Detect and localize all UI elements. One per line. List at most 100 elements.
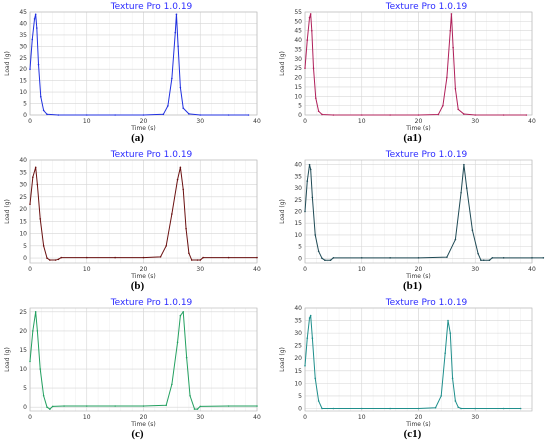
y-tick-label: 20 xyxy=(294,355,302,362)
y-tick-label: 0 xyxy=(23,112,27,119)
x-tick-label: 10 xyxy=(358,118,366,125)
data-point xyxy=(182,188,185,191)
y-tick-label: 15 xyxy=(294,220,302,227)
y-tick-label: 25 xyxy=(294,197,302,204)
data-point xyxy=(317,110,320,113)
x-tick-label: 30 xyxy=(196,118,204,125)
data-point xyxy=(182,311,185,313)
data-point xyxy=(85,256,88,259)
data-point xyxy=(314,377,317,380)
data-point xyxy=(199,114,202,116)
data-point xyxy=(449,29,452,32)
y-tick-label: 5 xyxy=(23,385,27,392)
series-points xyxy=(29,13,250,116)
data-point xyxy=(434,406,437,409)
data-point xyxy=(360,407,363,410)
data-point xyxy=(114,114,116,116)
data-point xyxy=(167,105,169,107)
y-tick-label: 10 xyxy=(19,89,27,96)
data-point xyxy=(171,77,173,80)
data-point xyxy=(491,257,494,259)
data-point xyxy=(542,257,545,259)
y-axis-label: Load (g) xyxy=(279,199,286,224)
data-point xyxy=(162,113,165,116)
plot-frame xyxy=(29,159,258,264)
data-point xyxy=(29,203,31,205)
data-point xyxy=(57,114,60,116)
data-point xyxy=(165,404,167,407)
data-point xyxy=(389,407,391,410)
y-tick-label: 35 xyxy=(294,173,302,180)
y-axis-label: Load (g) xyxy=(4,51,11,76)
data-point xyxy=(446,76,448,79)
data-point xyxy=(32,330,34,332)
data-point xyxy=(312,67,315,69)
caption-a1: (a1) xyxy=(403,132,422,144)
y-axis-label: Load (g) xyxy=(279,51,286,76)
panel-b: Texture Pro 1.0.19 0 10 20 30 40 0 5 10 15 20 25 30 3… xyxy=(0,148,275,296)
data-point xyxy=(480,259,482,261)
series-line xyxy=(304,164,544,261)
y-tick-label: 15 xyxy=(294,84,302,91)
x-tick-label: 0 xyxy=(303,118,307,125)
y-tick-label: 20 xyxy=(19,328,27,335)
data-point xyxy=(463,113,465,115)
y-tick-label: 0 xyxy=(298,255,302,262)
y-tick-label: 30 xyxy=(294,56,302,63)
data-point xyxy=(171,213,173,215)
x-axis-label: Time (s) xyxy=(405,125,430,132)
data-point xyxy=(199,259,202,261)
data-point xyxy=(457,108,460,111)
x-tick-label: 0 xyxy=(28,414,32,421)
plot-frame xyxy=(304,307,533,412)
data-point xyxy=(477,252,479,255)
y-tick-label: 40 xyxy=(294,305,302,312)
data-point xyxy=(474,407,477,410)
y-tick-label: 25 xyxy=(19,309,27,316)
data-point xyxy=(329,259,332,261)
y-tick-label: 50 xyxy=(294,18,302,25)
chart-a1: Texture Pro 1.0.19 0 10 20 30 40 0 5 10 15 20 25 30 3… xyxy=(279,2,536,132)
data-point xyxy=(502,114,505,116)
data-point xyxy=(227,256,230,259)
x-tick-label: 40 xyxy=(528,266,536,273)
data-point xyxy=(304,210,306,213)
chart-title: Texture Pro 1.0.19 xyxy=(385,150,468,160)
data-point xyxy=(457,406,460,409)
caption-b: (b) xyxy=(130,280,145,292)
y-tick-label: 35 xyxy=(19,169,27,176)
y-tick-label: 5 xyxy=(23,243,27,250)
data-point xyxy=(190,259,193,261)
data-point xyxy=(519,407,522,410)
caption-c: (c) xyxy=(131,428,144,440)
x-tick-label: 20 xyxy=(415,266,423,273)
x-tick-label: 0 xyxy=(28,118,32,125)
data-point xyxy=(324,259,326,261)
y-axis-label: Load (g) xyxy=(4,199,11,224)
data-point xyxy=(488,259,491,261)
data-point xyxy=(29,68,31,71)
data-point xyxy=(165,245,167,247)
y-tick-label: 5 xyxy=(23,101,27,108)
y-axis-label: Load (g) xyxy=(4,347,11,372)
data-point xyxy=(51,405,54,408)
chart-c: Texture Pro 1.0.19 0 10 20 30 40 0 5 10 15 20 25 Tim… xyxy=(4,298,261,428)
y-tick-label: 5 xyxy=(298,244,302,251)
data-point xyxy=(531,257,533,259)
data-point xyxy=(451,377,454,380)
data-point xyxy=(57,258,60,261)
data-point xyxy=(306,337,309,339)
data-point xyxy=(502,407,505,410)
data-point xyxy=(309,168,312,171)
data-point xyxy=(159,256,162,258)
y-tick-label: 25 xyxy=(19,55,27,62)
data-point xyxy=(182,107,185,109)
y-tick-label: 40 xyxy=(294,162,302,169)
data-point xyxy=(321,113,323,116)
data-point xyxy=(321,407,323,410)
data-point xyxy=(179,314,182,317)
x-tick-label: 20 xyxy=(140,118,148,125)
y-tick-label: 20 xyxy=(294,209,302,216)
data-point xyxy=(114,256,116,259)
